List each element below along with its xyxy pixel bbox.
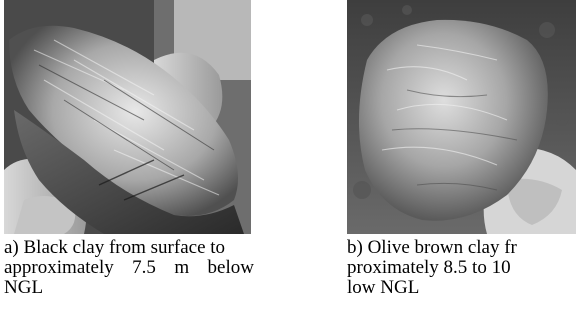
figure-panel-a: a) Black clay from surface to approximat… [4,0,254,298]
figure-caption-b: b) Olive brown clay fr proximately 8.5 t… [347,238,576,298]
caption-line: approximately 7.5 m below [4,257,254,278]
black-clay-photo [4,0,251,234]
caption-line: NGL [4,277,44,298]
caption-line: b) Olive brown clay fr [347,237,517,258]
figure-caption-a: a) Black clay from surface to approximat… [4,238,254,298]
olive-brown-clay-photo [347,0,576,234]
caption-line: proximately 8.5 to 10 [347,257,511,278]
caption-line: low NGL [347,277,420,298]
figure-panel-b: b) Olive brown clay fr proximately 8.5 t… [347,0,576,298]
olive-brown-clay-photo-graphic [347,0,576,234]
black-clay-photo-graphic [4,0,251,234]
caption-line: a) Black clay from surface to [4,237,226,258]
